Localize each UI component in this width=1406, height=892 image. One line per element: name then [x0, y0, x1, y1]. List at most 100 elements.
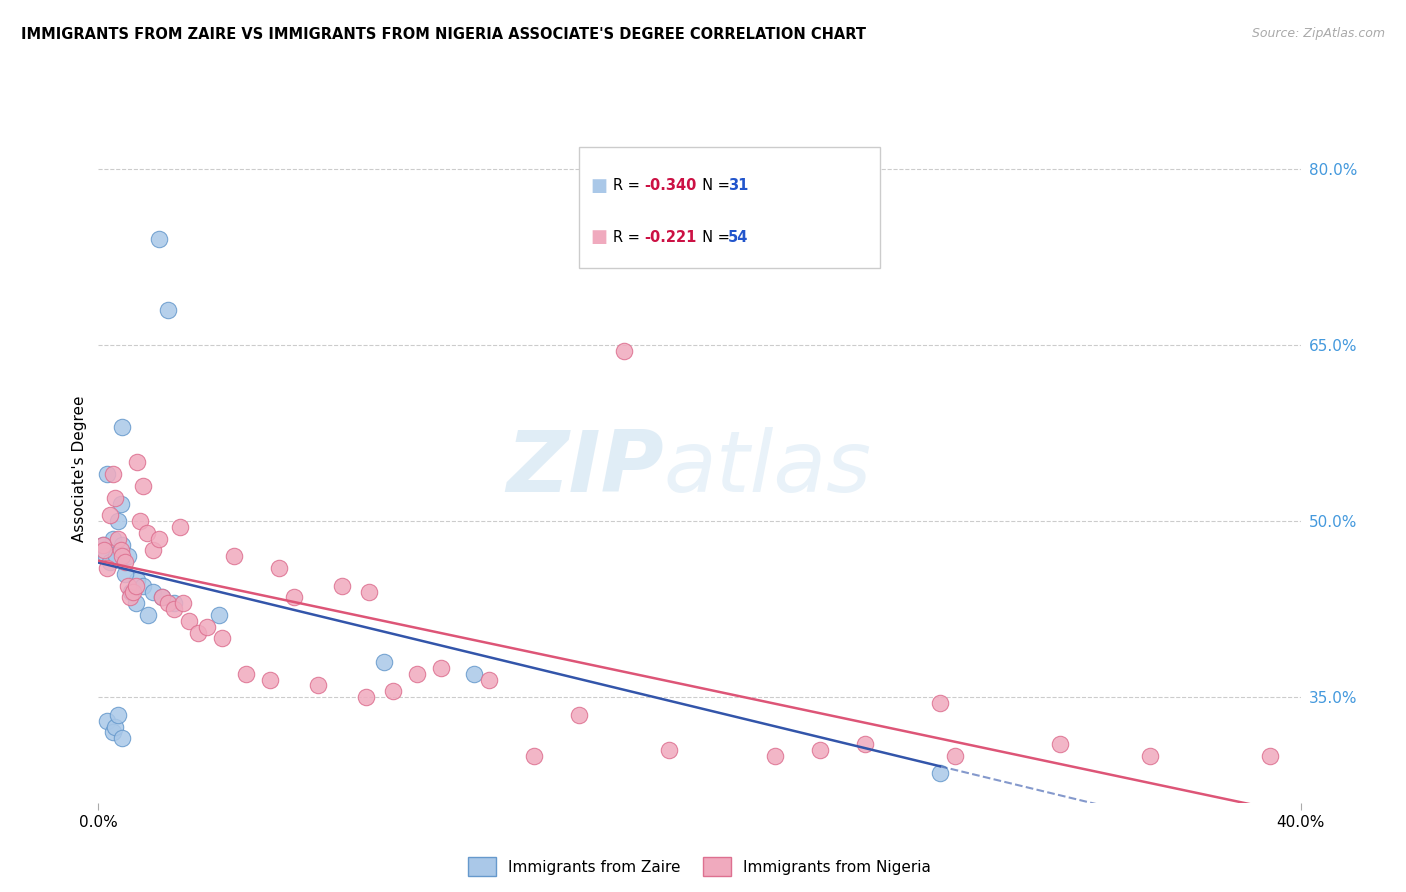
Text: IMMIGRANTS FROM ZAIRE VS IMMIGRANTS FROM NIGERIA ASSOCIATE'S DEGREE CORRELATION : IMMIGRANTS FROM ZAIRE VS IMMIGRANTS FROM…	[21, 27, 866, 42]
Point	[150, 591, 173, 605]
Point	[148, 232, 170, 246]
Point	[103, 532, 125, 546]
Point	[430, 661, 453, 675]
Point	[111, 420, 134, 434]
Point	[111, 538, 134, 552]
Point	[132, 479, 155, 493]
Point	[929, 696, 952, 710]
Text: R =: R =	[613, 178, 644, 194]
Point	[283, 591, 305, 605]
Point	[141, 543, 163, 558]
Point	[169, 520, 191, 534]
Point	[94, 549, 117, 564]
Point	[1139, 748, 1161, 763]
Point	[330, 579, 353, 593]
Text: Source: ZipAtlas.com: Source: ZipAtlas.com	[1251, 27, 1385, 40]
Point	[96, 561, 118, 575]
Point	[929, 766, 952, 780]
Point	[122, 584, 145, 599]
Point	[1260, 748, 1282, 763]
Point	[156, 596, 179, 610]
Point	[125, 579, 148, 593]
Point	[763, 748, 786, 763]
Point	[222, 549, 245, 564]
Point	[107, 707, 129, 722]
Point	[172, 596, 194, 610]
Point	[381, 684, 404, 698]
Point	[136, 607, 159, 622]
Point	[100, 555, 122, 569]
Point	[127, 573, 149, 587]
Point	[463, 666, 485, 681]
Text: R =: R =	[613, 230, 650, 245]
Point	[208, 607, 231, 622]
Point	[107, 514, 129, 528]
Point	[357, 584, 380, 599]
Text: 54: 54	[728, 230, 748, 245]
Point	[568, 707, 591, 722]
Point	[105, 549, 128, 564]
Point	[118, 591, 141, 605]
Point	[156, 302, 179, 317]
Point	[267, 561, 290, 575]
Point	[104, 491, 127, 505]
Legend: Immigrants from Zaire, Immigrants from Nigeria: Immigrants from Zaire, Immigrants from N…	[463, 851, 936, 882]
Point	[808, 743, 831, 757]
Point	[117, 549, 139, 564]
Point	[943, 748, 966, 763]
Point	[162, 596, 184, 610]
Point	[91, 538, 114, 552]
Point	[373, 655, 395, 669]
Text: ■: ■	[591, 177, 607, 194]
Text: 31: 31	[728, 178, 748, 194]
Point	[1049, 737, 1071, 751]
Text: N =: N =	[693, 230, 735, 245]
Text: ZIP: ZIP	[506, 426, 664, 510]
Point	[117, 579, 139, 593]
Text: N =: N =	[693, 178, 735, 194]
Point	[127, 455, 149, 469]
Point	[177, 614, 200, 628]
Point	[195, 620, 218, 634]
Point	[187, 625, 209, 640]
Point	[91, 538, 114, 552]
Point	[114, 566, 136, 581]
Point	[307, 678, 329, 692]
Point	[613, 343, 636, 358]
Point	[354, 690, 377, 705]
Point	[114, 555, 136, 569]
Point	[107, 532, 129, 546]
Point	[110, 496, 132, 510]
Point	[104, 719, 127, 733]
Point	[111, 549, 134, 564]
Point	[235, 666, 257, 681]
Point	[478, 673, 501, 687]
Point	[132, 579, 155, 593]
Point	[211, 632, 233, 646]
Point	[103, 467, 125, 482]
Point	[148, 532, 170, 546]
Point	[96, 714, 118, 728]
Point	[125, 596, 148, 610]
Text: -0.221: -0.221	[644, 230, 696, 245]
Point	[406, 666, 429, 681]
Point	[103, 725, 125, 739]
Point	[162, 602, 184, 616]
Point	[110, 543, 132, 558]
Point	[93, 543, 115, 558]
Point	[121, 584, 143, 599]
Point	[259, 673, 281, 687]
Point	[141, 584, 163, 599]
Point	[135, 525, 157, 540]
Point	[523, 748, 546, 763]
Point	[853, 737, 876, 751]
Text: -0.340: -0.340	[644, 178, 696, 194]
Text: atlas: atlas	[664, 426, 872, 510]
Point	[111, 731, 134, 746]
Point	[150, 591, 173, 605]
Point	[658, 743, 681, 757]
Point	[129, 514, 152, 528]
Point	[96, 467, 118, 482]
Point	[100, 508, 122, 523]
Y-axis label: Associate's Degree: Associate's Degree	[72, 395, 87, 541]
